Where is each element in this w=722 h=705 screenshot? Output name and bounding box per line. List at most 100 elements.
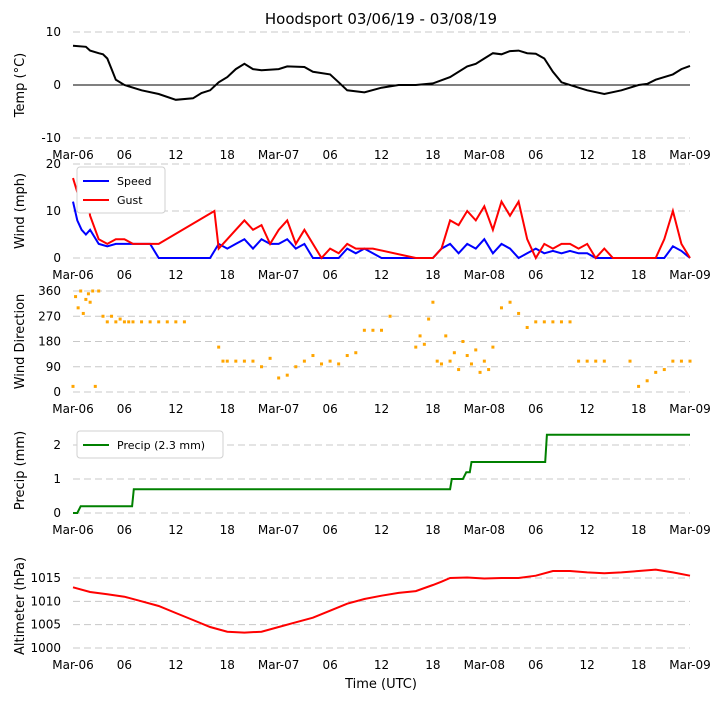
altimeter-xtick-label: 06: [528, 658, 543, 672]
temp-xtick-label: 18: [425, 148, 440, 162]
winddir-point: [148, 320, 152, 324]
wind-y-axis-label: Wind (mph): [13, 173, 28, 249]
winddir-point: [182, 320, 186, 324]
temp-xtick-label: 18: [220, 148, 235, 162]
temp-ytick-label: -10: [41, 131, 61, 145]
precip-xtick-label: Mar-06: [52, 523, 93, 537]
winddir-xtick-label: 12: [374, 402, 389, 416]
winddir-point: [165, 320, 169, 324]
winddir-xtick-label: 12: [168, 402, 183, 416]
winddir-y-axis-label: Wind Direction: [13, 294, 28, 390]
wind-series-gust: [72, 177, 691, 261]
winddir-point: [354, 351, 358, 355]
winddir-point: [534, 320, 538, 324]
precip-ytick-label: 2: [53, 438, 61, 452]
altimeter-xtick-label: 06: [322, 658, 337, 672]
altimeter-xtick-label: Mar-06: [52, 658, 93, 672]
winddir-ytick-label: 270: [38, 309, 61, 323]
winddir-point: [568, 320, 572, 324]
winddir-point: [97, 289, 101, 293]
winddir-ytick-label: 180: [38, 335, 61, 349]
temp-ytick-label: 10: [46, 25, 61, 39]
winddir-point: [81, 311, 85, 315]
winddir-point: [487, 368, 491, 372]
winddir-point: [418, 334, 422, 338]
wind-xtick-label: 12: [374, 268, 389, 282]
winddir-point: [594, 359, 598, 363]
precip-xtick-label: 12: [580, 523, 595, 537]
winddir-point: [131, 320, 135, 324]
winddir-xtick-label: 06: [528, 402, 543, 416]
winddir-ytick-label: 360: [38, 284, 61, 298]
winddir-point: [465, 354, 469, 358]
winddir-point: [84, 297, 88, 301]
winddir-point: [118, 317, 122, 321]
winddir-point: [302, 359, 306, 363]
wind-xtick-label: 12: [168, 268, 183, 282]
winddir-point: [679, 359, 683, 363]
temp-xtick-label: 06: [322, 148, 337, 162]
wind-xtick-label: 06: [117, 268, 132, 282]
chart-title: Hoodsport 03/06/19 - 03/08/19: [265, 10, 497, 28]
winddir-point: [88, 300, 92, 304]
winddir-point: [452, 351, 456, 355]
temp-xtick-label: 06: [528, 148, 543, 162]
winddir-point: [242, 359, 246, 363]
wind-xtick-label: Mar-06: [52, 268, 93, 282]
altimeter-xtick-label: 12: [580, 658, 595, 672]
wind-xtick-label: Mar-07: [258, 268, 299, 282]
temp-xtick-label: Mar-09: [669, 148, 710, 162]
altimeter-series-altimeter: [72, 568, 691, 634]
wind-ytick-label: 10: [46, 204, 61, 218]
winddir-point: [662, 368, 666, 372]
altimeter-xtick-label: 12: [168, 658, 183, 672]
temp-xtick-label: Mar-08: [464, 148, 505, 162]
precip-y-axis-label: Precip (mm): [13, 431, 28, 510]
winddir-xtick-label: Mar-08: [464, 402, 505, 416]
temp-xtick-label: Mar-07: [258, 148, 299, 162]
winddir-xtick-label: 12: [580, 402, 595, 416]
winddir-point: [602, 359, 606, 363]
winddir-point: [311, 354, 315, 358]
winddir-point: [577, 359, 581, 363]
winddir-xtick-label: 18: [631, 402, 646, 416]
winddir-point: [127, 320, 131, 324]
precip-xtick-label: 18: [631, 523, 646, 537]
winddir-point: [448, 359, 452, 363]
altimeter-xtick-label: 06: [117, 658, 132, 672]
precip-xtick-label: 18: [220, 523, 235, 537]
winddir-point: [482, 359, 486, 363]
wind-xtick-label: Mar-09: [669, 268, 710, 282]
altimeter-ytick-label: 1005: [30, 618, 61, 632]
winddir-point: [525, 325, 529, 329]
precip-legend-label: Precip (2.3 mm): [117, 439, 205, 452]
temp-xtick-label: 06: [117, 148, 132, 162]
temp-panel: -10 0 10 Mar-06 06 12 18 Mar-07 06 12 18 Mar-08 06 12…: [13, 25, 711, 162]
winddir-point: [517, 311, 521, 315]
winddir-point: [380, 328, 383, 332]
winddir-point: [234, 359, 238, 363]
winddir-point: [251, 359, 255, 363]
winddir-point: [478, 370, 482, 374]
winddir-point: [110, 314, 114, 318]
winddir-point: [388, 314, 392, 318]
panels: -10 0 10 Mar-06 06 12 18 Mar-07 06 12 18 Mar-08 06 12…: [13, 25, 711, 672]
wind-legend-label: Speed: [117, 175, 151, 188]
winddir-point: [457, 368, 461, 372]
temp-xtick-label: 12: [168, 148, 183, 162]
winddir-point: [114, 320, 118, 324]
winddir-point: [542, 320, 546, 324]
winddir-point: [491, 345, 495, 349]
wind-xtick-label: 06: [528, 268, 543, 282]
winddir-point: [86, 292, 90, 296]
winddir-point: [91, 289, 95, 293]
wind-xtick-label: Mar-08: [464, 268, 505, 282]
wind-ytick-label: 0: [53, 251, 61, 265]
winddir-point: [469, 362, 473, 366]
altimeter-xtick-label: 12: [374, 658, 389, 672]
winddir-point: [74, 295, 78, 299]
winddir-xtick-label: Mar-09: [669, 402, 710, 416]
winddir-point: [294, 365, 298, 369]
winddir-point: [71, 384, 75, 388]
temp-ytick-label: 0: [53, 78, 61, 92]
